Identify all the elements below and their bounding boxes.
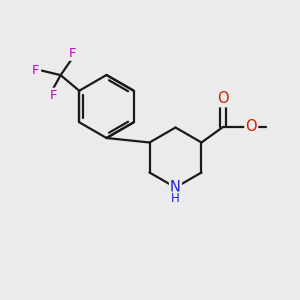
Text: F: F	[68, 47, 76, 60]
Text: F: F	[50, 89, 57, 102]
Text: H: H	[171, 192, 180, 206]
Text: F: F	[32, 64, 39, 77]
Text: O: O	[245, 119, 257, 134]
Text: O: O	[217, 91, 229, 106]
Text: N: N	[170, 180, 181, 195]
